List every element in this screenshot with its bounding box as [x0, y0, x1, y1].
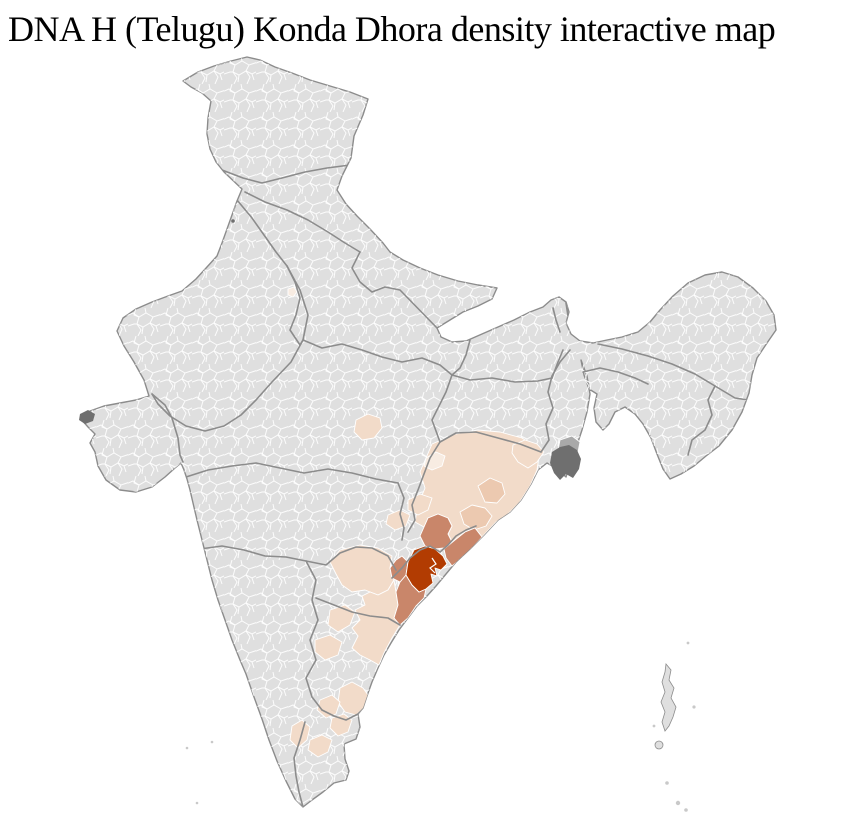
region-no-data-kutch[interactable]	[79, 410, 95, 424]
district-density-l2[interactable]	[316, 694, 341, 719]
district-density-l2[interactable]	[289, 719, 311, 749]
district-density-l2[interactable]	[314, 634, 343, 661]
district-inner-boundary	[429, 557, 437, 574]
district-density-l3[interactable]	[459, 504, 493, 531]
district-density-l1[interactable]	[423, 451, 446, 471]
district-density-l3[interactable]	[477, 477, 506, 504]
district-density-l2[interactable]	[353, 413, 383, 441]
density-districts[interactable]	[287, 286, 545, 758]
region-no-data-dot	[231, 219, 235, 223]
district-density-l1[interactable]	[287, 286, 298, 298]
andaman-nicobar-islands[interactable]	[652, 641, 696, 812]
district-density-l2[interactable]	[327, 604, 356, 633]
district-density-l2[interactable]	[307, 734, 333, 758]
page-title: DNA H (Telugu) Konda Dhora density inter…	[8, 9, 776, 49]
district-density-l2[interactable]	[385, 509, 411, 531]
district-density-l5-highest[interactable]	[405, 545, 448, 593]
lakshadweep-islands[interactable]	[185, 740, 214, 805]
region-no-data-sundarbans[interactable]	[550, 445, 581, 480]
district-density-l2[interactable]	[511, 439, 545, 469]
